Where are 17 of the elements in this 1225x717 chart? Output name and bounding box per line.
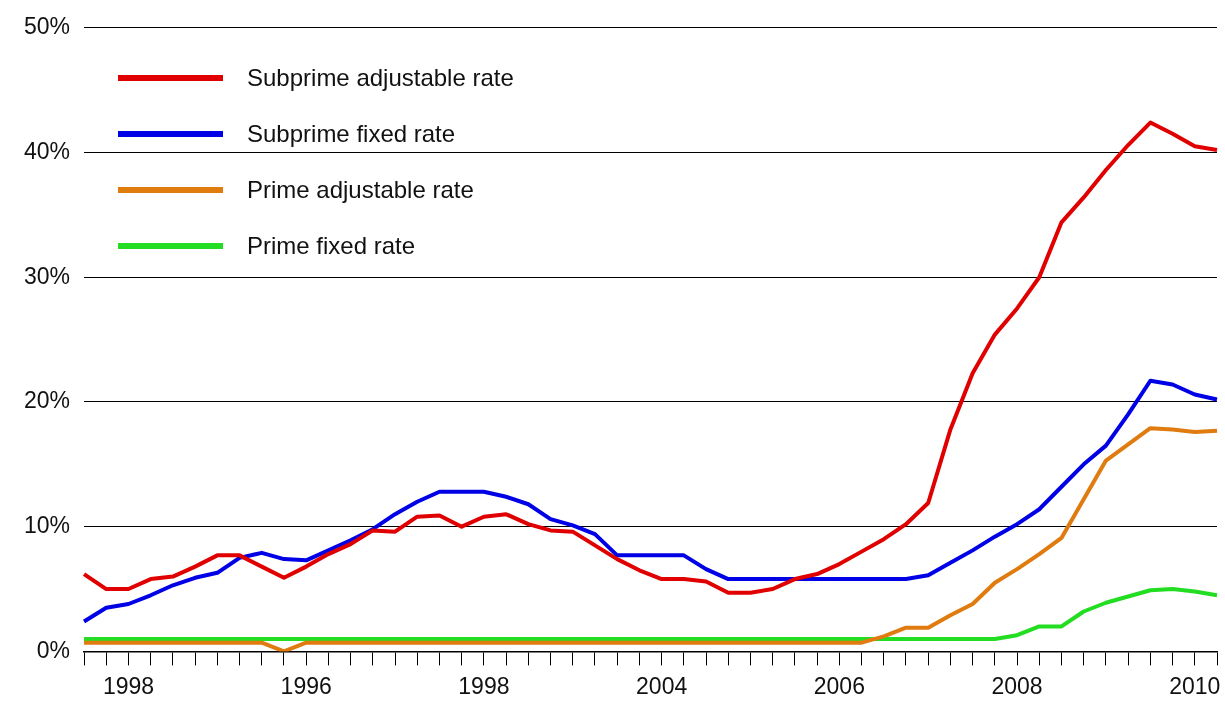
- y-tick-label: 0%: [36, 636, 71, 663]
- legend-label: Prime adjustable rate: [247, 176, 474, 204]
- y-tick-label: 30%: [23, 262, 71, 289]
- x-tick-label: 2010: [1169, 672, 1221, 699]
- x-tick-label: 1996: [280, 672, 332, 699]
- x-tick-label: 1998: [458, 672, 510, 699]
- y-tick-label: 20%: [23, 387, 71, 414]
- y-tick-label: 50%: [23, 13, 71, 40]
- x-tick-label: 1998: [102, 672, 155, 699]
- x-tick-label: 2006: [813, 672, 865, 699]
- y-tick-label: 40%: [23, 137, 71, 164]
- legend-label: Subprime adjustable rate: [247, 64, 514, 92]
- legend-label: Subprime fixed rate: [247, 120, 456, 148]
- x-tick-label: 2004: [636, 672, 688, 699]
- x-tick-label: 2008: [991, 672, 1043, 699]
- legend-label: Prime fixed rate: [247, 232, 416, 260]
- y-tick-label: 10%: [23, 512, 71, 539]
